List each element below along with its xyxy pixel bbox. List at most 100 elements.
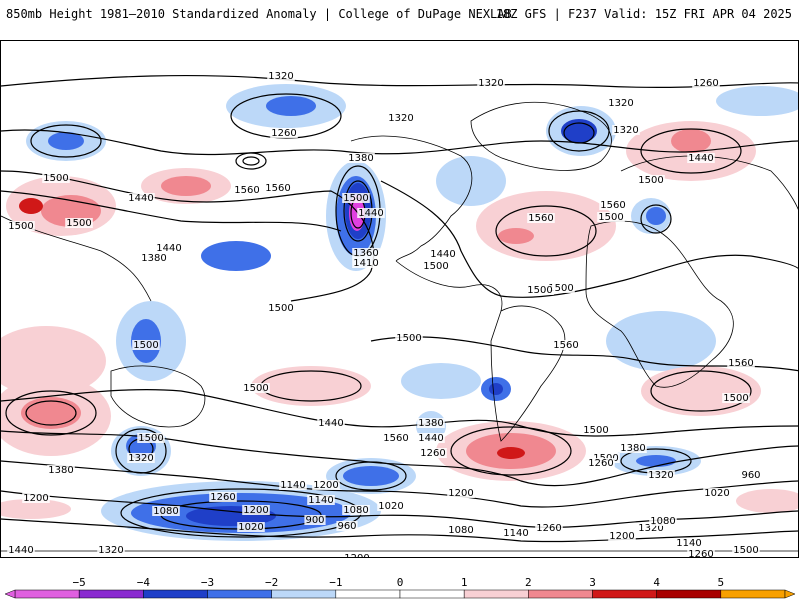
anomaly-area <box>498 228 534 244</box>
colorbar-segment <box>720 589 786 599</box>
anomaly-area <box>497 447 525 459</box>
colorbar-segment <box>14 589 80 599</box>
map-panel: 1320 1320 1260 1320 1320 1260 1380 1320 1440 1500… <box>0 40 799 558</box>
contour-label: 1320 <box>608 98 633 109</box>
contour-label: 1500 <box>133 340 158 351</box>
contour-label: 1500 <box>638 175 663 186</box>
contour-label-bg <box>535 523 563 533</box>
contour-label: 1560 <box>553 340 578 351</box>
contour-label: 1410 <box>353 258 378 269</box>
contour-label: 1020 <box>704 488 729 499</box>
run-info: 18Z GFS | F237 Valid: 15Z FRI APR 04 202… <box>495 7 792 21</box>
contour-label-bg <box>687 153 715 163</box>
anomaly-area <box>21 397 81 429</box>
contour-line <box>370 336 798 372</box>
contour-label: 1260 <box>271 128 296 139</box>
contour-label: 1500 <box>723 393 748 404</box>
contour-label: 1500 <box>138 433 163 444</box>
contour-label-bg <box>417 433 445 443</box>
contour-label: 1500 <box>8 221 33 232</box>
australia-coast <box>110 365 206 428</box>
contour-label: 1200 <box>313 480 338 491</box>
coastlines <box>1 101 798 552</box>
anomaly-area <box>161 176 211 196</box>
contour-label-bg <box>619 443 647 453</box>
contour-label-bg <box>152 506 180 516</box>
contour-label: 1320 <box>268 71 293 82</box>
contour-label: 1440 <box>418 433 443 444</box>
colorbar-label: 4 <box>653 576 660 589</box>
contour-label-bg <box>357 208 385 218</box>
contour-closed <box>5 390 97 436</box>
anomaly-area <box>489 383 503 395</box>
contour-label: 1360 <box>353 248 378 259</box>
contour-closed <box>25 400 77 426</box>
colorbar-label: 0 <box>396 576 404 589</box>
colorbar-segment <box>143 589 208 599</box>
anomaly-area <box>671 129 711 153</box>
colorbar-segment <box>399 589 465 599</box>
contour-label: 1440 <box>318 418 343 429</box>
contour-label: 1140 <box>308 495 333 506</box>
contour-label-bg <box>527 213 555 223</box>
contour-label: 1380 <box>141 253 166 264</box>
contour-label: 1080 <box>650 516 675 527</box>
contour-label-bg <box>732 545 760 555</box>
contour-closed <box>640 204 672 234</box>
contour-label-bg <box>304 515 326 525</box>
contour-label-bg <box>607 98 635 108</box>
contour-label-bg <box>647 470 675 480</box>
contour-label-bg <box>637 523 665 533</box>
contour-label: 1140 <box>280 480 305 491</box>
contour-line <box>1 74 798 89</box>
contour-label-bg <box>336 521 358 531</box>
contour-label-bg <box>137 433 165 443</box>
colorbar-label: −2 <box>265 576 279 589</box>
contour-label: 1500 <box>583 425 608 436</box>
contour-label: 1440 <box>8 545 33 556</box>
contour-label-bg <box>612 125 640 135</box>
contour-label-bg <box>703 488 731 498</box>
contour-label-bg <box>447 525 475 535</box>
contour-label: 1440 <box>128 193 153 204</box>
contour-label: 1560 <box>234 185 259 196</box>
contour-label-bg <box>264 183 292 193</box>
colorbar-segment <box>271 589 337 599</box>
contour-label-bg <box>429 249 457 259</box>
contour-label: 1140 <box>503 528 528 539</box>
contour-label: 1440 <box>358 208 383 219</box>
contour-label: 1500 <box>423 261 448 272</box>
contour-label-bg <box>422 261 450 271</box>
contour-label: 1560 <box>383 433 408 444</box>
anomaly-area <box>19 198 43 214</box>
contour-label: 1260 <box>688 549 713 558</box>
colorbar-right-arrow <box>784 589 796 599</box>
contour-label-bg <box>209 492 237 502</box>
anomaly-area <box>736 489 798 513</box>
contour-label-bg <box>267 71 295 81</box>
contour-label-bg <box>419 448 447 458</box>
contour-label-bg <box>317 418 345 428</box>
contour-line <box>1 490 798 528</box>
contour-line <box>1 170 375 302</box>
colorbar-label: 3 <box>589 576 596 589</box>
contour-label: 1560 <box>265 183 290 194</box>
anomaly-area <box>201 241 271 271</box>
contour-label-bg <box>547 283 575 293</box>
contour-label-bg <box>347 153 375 163</box>
contour-label-bg <box>477 78 505 88</box>
contour-closed <box>115 428 167 474</box>
contour-label: 1320 <box>613 125 638 136</box>
contour-label: 1080 <box>153 506 178 517</box>
anomaly-area <box>1 326 106 396</box>
contour-label: 1560 <box>600 200 625 211</box>
colorbar-segment <box>335 589 401 599</box>
anomaly-area <box>606 311 716 371</box>
contour-label-bg <box>343 553 371 557</box>
colorbar-label: 1 <box>460 576 468 589</box>
colorbar-segment <box>656 589 722 599</box>
contour-line <box>1 190 342 232</box>
header: 850mb Height 1981–2010 Standardized Anom… <box>0 0 800 30</box>
